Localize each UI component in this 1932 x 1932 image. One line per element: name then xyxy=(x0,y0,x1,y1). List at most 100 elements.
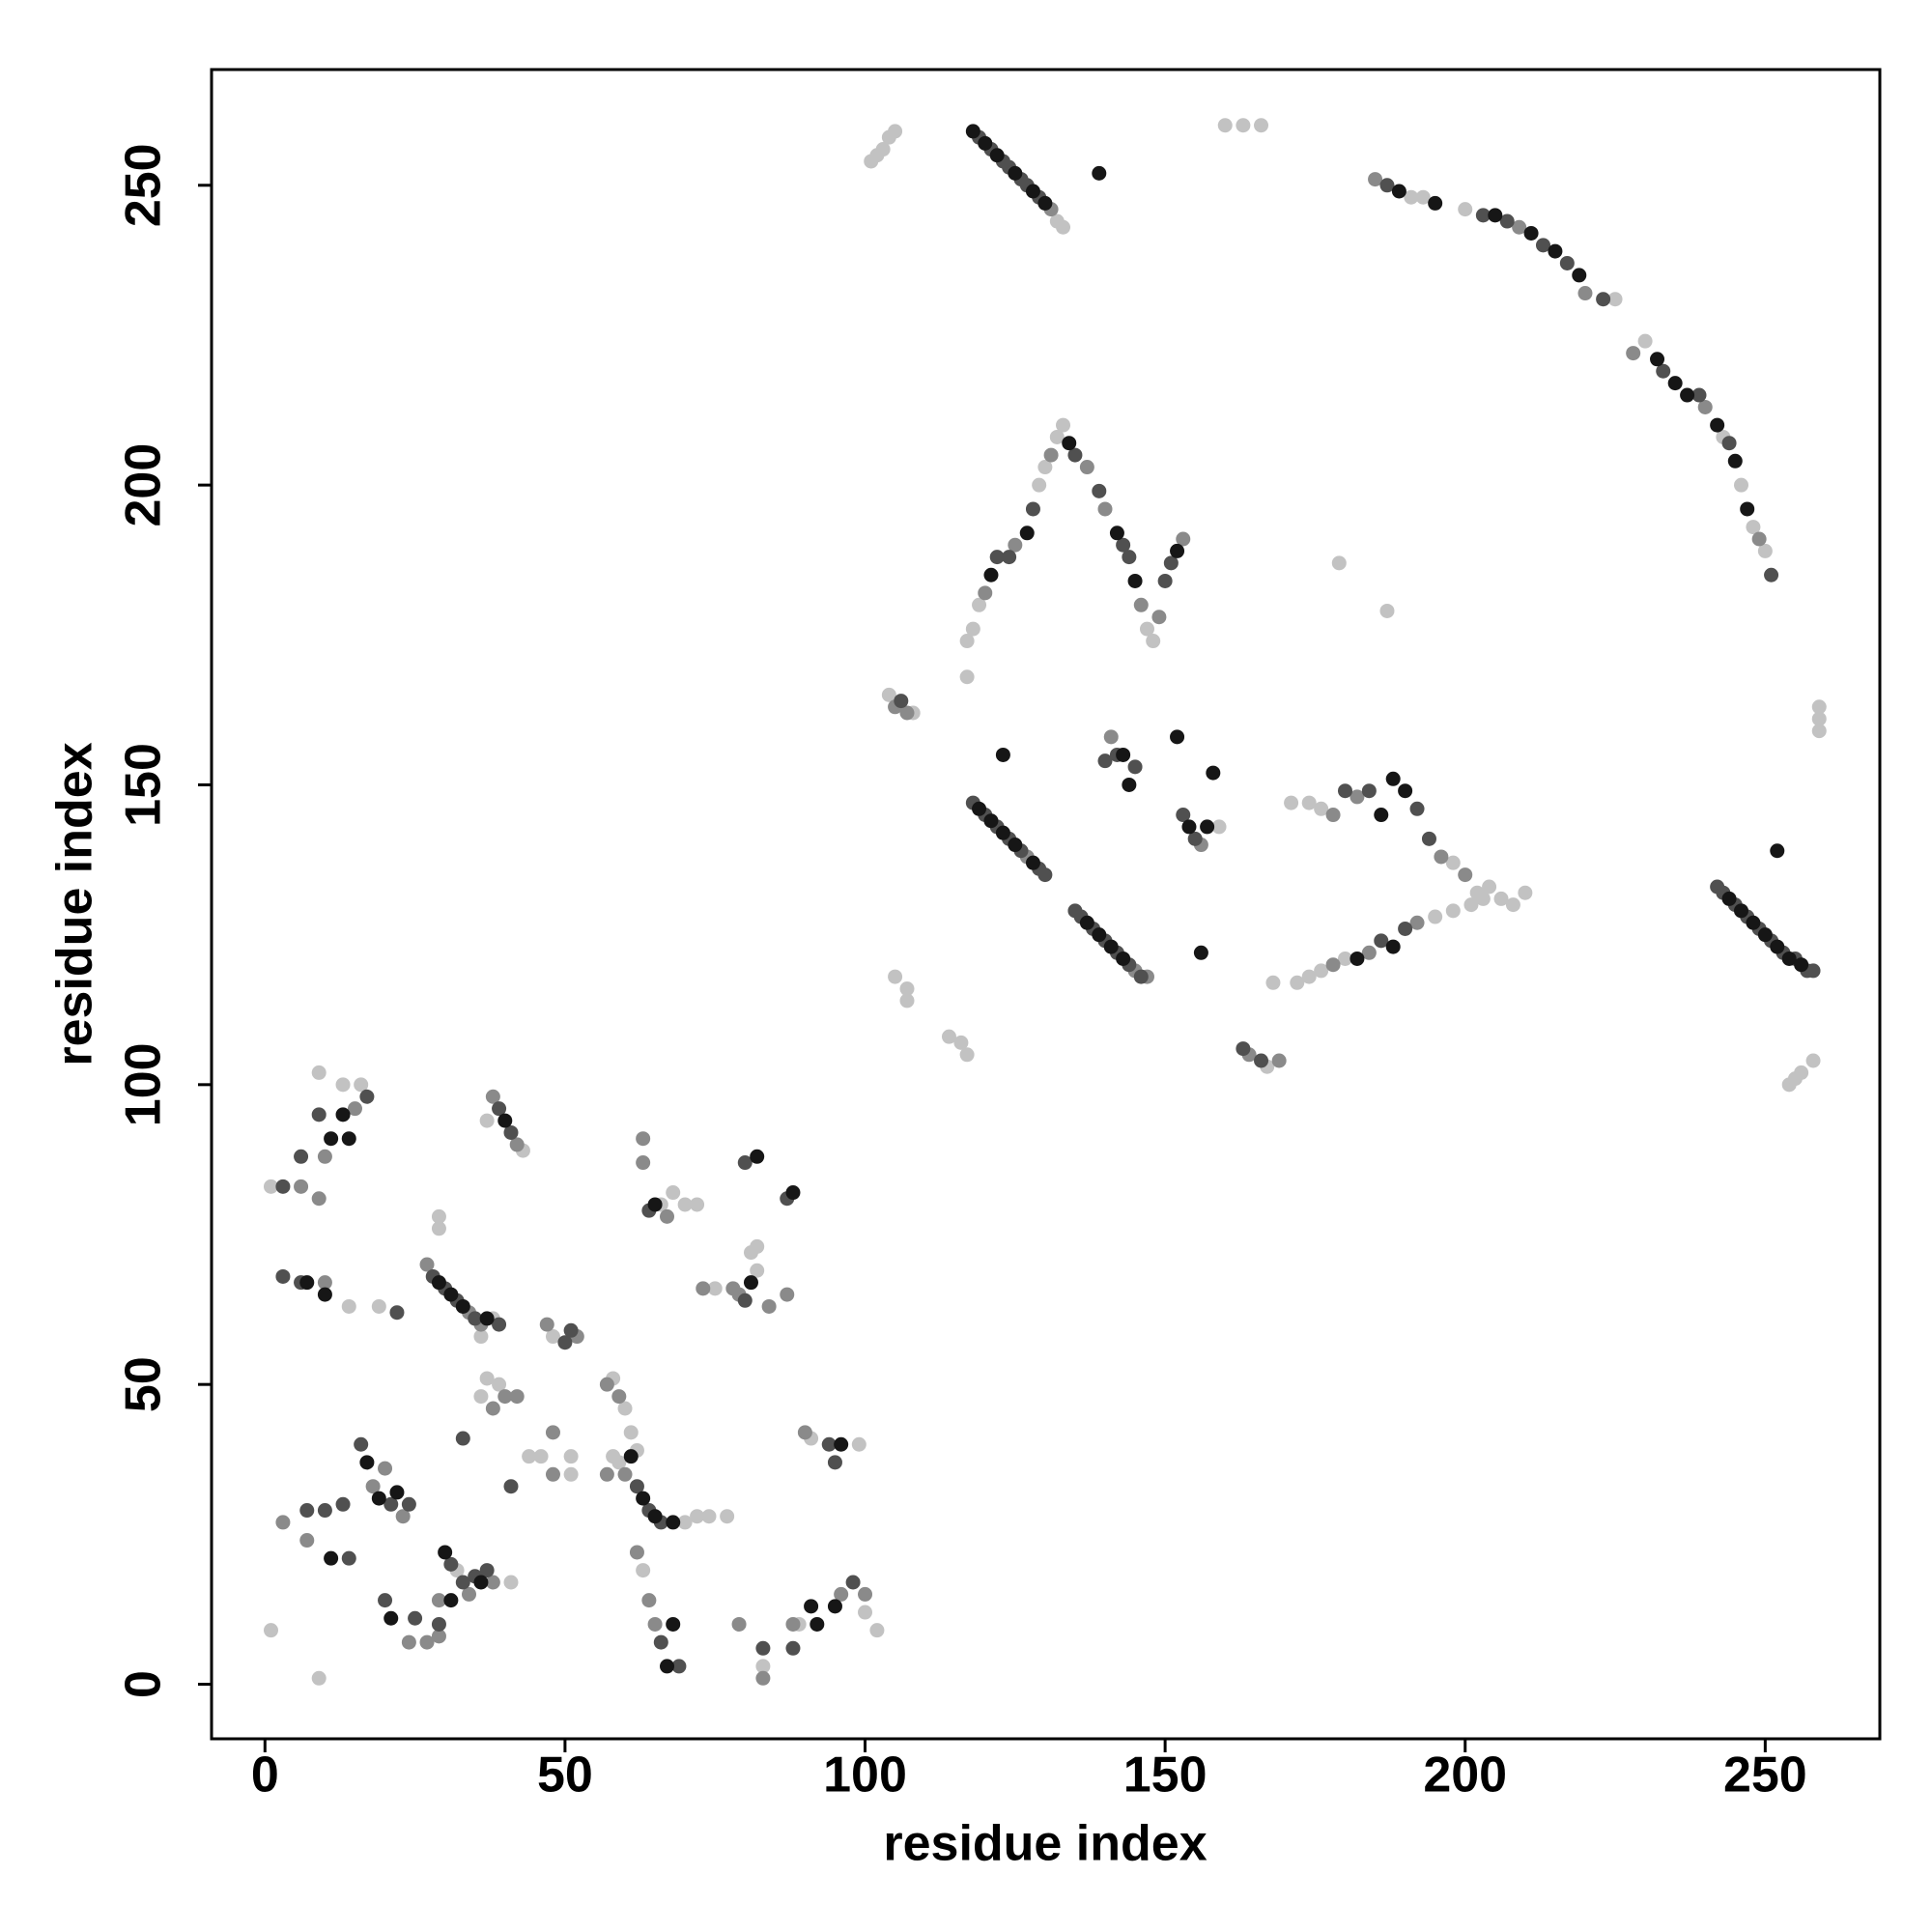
point xyxy=(317,1287,332,1302)
point xyxy=(354,1436,369,1452)
point xyxy=(1428,195,1443,211)
point xyxy=(1176,531,1191,547)
point xyxy=(492,1101,507,1117)
point xyxy=(1217,118,1233,133)
point xyxy=(1721,891,1737,906)
point xyxy=(317,1149,332,1164)
point xyxy=(473,1389,489,1405)
point xyxy=(1301,969,1317,984)
point xyxy=(599,1466,614,1482)
point xyxy=(1781,951,1797,966)
point xyxy=(1518,885,1533,900)
point xyxy=(455,1575,470,1590)
point xyxy=(485,1575,500,1590)
point xyxy=(1607,292,1623,307)
point xyxy=(1499,213,1515,229)
point xyxy=(623,1449,639,1464)
point xyxy=(743,1275,758,1291)
plot-frame xyxy=(210,68,1882,1741)
point xyxy=(1409,915,1425,930)
point xyxy=(1056,219,1071,235)
point xyxy=(1008,537,1023,553)
point xyxy=(827,1455,842,1470)
point xyxy=(1434,849,1449,865)
point xyxy=(1200,819,1215,835)
point xyxy=(1458,867,1473,883)
point xyxy=(317,1275,332,1291)
point xyxy=(371,1491,386,1506)
point xyxy=(1314,963,1329,979)
point xyxy=(1691,387,1707,403)
point xyxy=(690,1509,705,1524)
point xyxy=(653,1634,668,1650)
point xyxy=(419,1634,435,1650)
point xyxy=(1103,939,1119,954)
point xyxy=(1697,399,1713,414)
point xyxy=(473,1329,489,1345)
point xyxy=(503,1575,519,1590)
point xyxy=(845,1575,861,1590)
point xyxy=(431,1208,446,1224)
point xyxy=(389,1305,405,1321)
point xyxy=(1067,447,1083,463)
point xyxy=(1751,531,1767,547)
point xyxy=(1415,189,1431,205)
point xyxy=(888,969,903,984)
point xyxy=(1572,268,1587,283)
point xyxy=(858,1605,873,1620)
point xyxy=(563,1449,579,1464)
point xyxy=(1206,765,1221,781)
point xyxy=(761,1298,777,1314)
point xyxy=(785,1616,801,1632)
point xyxy=(468,1311,483,1326)
point xyxy=(1002,550,1017,565)
y-tick-label: 0 xyxy=(116,1670,172,1698)
point xyxy=(1092,165,1107,181)
point xyxy=(1385,939,1401,954)
point xyxy=(1097,753,1113,769)
point xyxy=(666,1185,681,1201)
point xyxy=(335,1077,351,1093)
point xyxy=(1043,447,1059,463)
point xyxy=(1770,843,1785,859)
point xyxy=(503,1479,519,1494)
point xyxy=(731,1616,747,1632)
point xyxy=(1488,208,1503,223)
point xyxy=(545,1425,560,1440)
point xyxy=(431,1221,446,1236)
point xyxy=(1122,777,1137,792)
point xyxy=(1559,255,1575,270)
point xyxy=(983,813,999,829)
point xyxy=(1236,118,1251,133)
point xyxy=(978,585,993,601)
point xyxy=(378,1593,393,1608)
point xyxy=(875,142,891,157)
point xyxy=(660,1659,675,1674)
point xyxy=(324,1131,339,1147)
point xyxy=(311,1191,327,1207)
point xyxy=(677,1515,693,1530)
point xyxy=(785,1185,801,1201)
point xyxy=(1463,897,1479,913)
point xyxy=(666,1616,681,1632)
point xyxy=(455,1298,470,1314)
point xyxy=(1025,501,1040,517)
point xyxy=(989,550,1005,565)
point xyxy=(1254,118,1269,133)
point xyxy=(1421,831,1436,846)
point xyxy=(1361,945,1377,960)
point xyxy=(443,1287,459,1302)
y-tick-label: 150 xyxy=(116,743,172,827)
point xyxy=(479,1113,495,1128)
point xyxy=(1757,927,1773,943)
point xyxy=(359,1455,375,1470)
point xyxy=(492,1377,507,1392)
point xyxy=(641,1593,657,1608)
point xyxy=(636,1563,651,1578)
point xyxy=(485,1089,500,1104)
point xyxy=(959,669,975,685)
point xyxy=(959,1047,975,1063)
point xyxy=(1523,225,1539,241)
y-tick-label: 200 xyxy=(116,443,172,527)
